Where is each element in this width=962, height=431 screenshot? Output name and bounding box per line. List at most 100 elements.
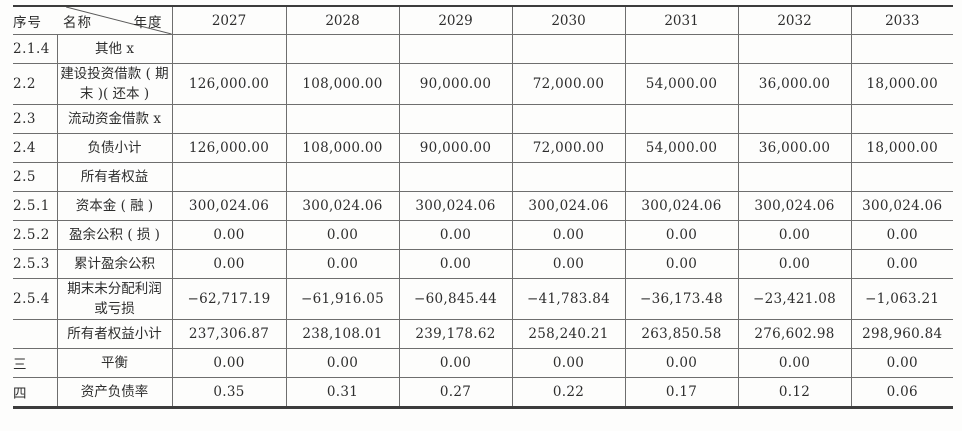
cell-value: 300,024.06 [737, 191, 852, 221]
cell-value: 36,000.00 [737, 63, 852, 105]
cell-value: 54,000.00 [624, 133, 739, 163]
cell-value: 0.17 [624, 377, 739, 408]
cell-value: 54,000.00 [624, 63, 739, 105]
cell-serial: 三 [13, 348, 58, 378]
cell-value: 126,000.00 [171, 133, 287, 163]
cell-name: 所有者权益 [56, 162, 173, 192]
cell-value: 0.00 [511, 220, 626, 250]
diagonal-divider-icon [57, 7, 172, 34]
cell-value: 72,000.00 [511, 133, 626, 163]
cell-name: 所有者权益小计 [56, 319, 173, 349]
cell-value: 0.31 [285, 377, 400, 408]
cell-value: 0.00 [171, 249, 287, 279]
cell-name: 负债小计 [56, 133, 173, 163]
cell-value: 0.00 [737, 220, 852, 250]
cell-value: 258,240.21 [511, 319, 626, 349]
cell-name: 建设投资借款 ( 期 末 )( 还本 ) [56, 63, 173, 105]
table-row: 2.5 所有者权益 [13, 162, 953, 192]
cell-value [285, 104, 400, 134]
table-row: 2.5.4 期末未分配利润 或亏损 −62,717.19 −61,916.05 −60,… [13, 278, 953, 320]
cell-value: 0.00 [850, 348, 953, 378]
header-year-2029: 2029 [398, 5, 513, 35]
cell-value: −61,916.05 [285, 278, 400, 320]
header-year-2027: 2027 [171, 5, 287, 35]
table-row: 2.2 建设投资借款 ( 期 末 )( 还本 ) 126,000.00 108,000… [13, 63, 953, 105]
cell-value: 126,000.00 [171, 63, 287, 105]
table-row: 2.4 负债小计 126,000.00 108,000.00 90,000.00 72,0… [13, 133, 953, 163]
cell-value [737, 34, 852, 64]
cell-value: 90,000.00 [398, 133, 513, 163]
header-name-year: 名称 年度 [57, 5, 173, 35]
cell-serial: 2.2 [13, 63, 58, 105]
cell-value: 0.12 [737, 377, 852, 408]
cell-value: 300,024.06 [285, 191, 400, 221]
cell-value: 0.00 [398, 220, 513, 250]
cell-value: 0.00 [171, 348, 287, 378]
table-row: 2.5.1 资本金 ( 融 ) 300,024.06 300,024.06 300,02… [13, 191, 953, 221]
cell-value: 0.00 [737, 249, 852, 279]
cell-value [850, 34, 953, 64]
cell-value: 0.00 [171, 220, 287, 250]
cell-value: −62,717.19 [171, 278, 287, 320]
table-row: 四资产负债率 0.35 0.31 0.27 0.22 0.17 0.12 0.06 [13, 377, 953, 408]
cell-value: 300,024.06 [511, 191, 626, 221]
cell-name: 资本金 ( 融 ) [56, 191, 173, 221]
cell-serial: 2.5.2 [13, 220, 58, 250]
header-year-2028: 2028 [285, 5, 400, 35]
cell-value: 90,000.00 [398, 63, 513, 105]
cell-value: 237,306.87 [171, 319, 287, 349]
cell-value [398, 162, 513, 192]
cell-value [737, 162, 852, 192]
cell-value: 0.00 [624, 249, 739, 279]
cell-value: 0.06 [850, 377, 953, 408]
cell-name: 盈余公积 ( 损 ) [56, 220, 173, 250]
cell-serial: 2.5 [13, 162, 58, 192]
table-row: 所有者权益小计 237,306.87 238,108.01 239,178.62 258… [13, 319, 953, 349]
cell-value: 300,024.06 [850, 191, 953, 221]
cell-serial [13, 319, 58, 349]
cell-value [737, 104, 852, 134]
cell-serial: 2.4 [13, 133, 58, 163]
cell-value [511, 162, 626, 192]
cell-value: 300,024.06 [171, 191, 287, 221]
cell-value: 0.00 [511, 348, 626, 378]
table-row: 三平衡 0.00 0.00 0.00 0.00 0.00 0.00 0.00 [13, 348, 953, 378]
cell-value: 300,024.06 [398, 191, 513, 221]
cell-value: 0.00 [850, 249, 953, 279]
cell-serial: 2.1.4 [13, 34, 58, 64]
header-serial: 序号 [13, 5, 57, 35]
cell-value: 0.00 [285, 249, 400, 279]
cell-value [398, 34, 513, 64]
cell-value: −23,421.08 [737, 278, 852, 320]
cell-value [624, 162, 739, 192]
cell-value [398, 104, 513, 134]
table-row: 2.5.2 盈余公积 ( 损 ) 0.00 0.00 0.00 0.00 0.00 0.00 0… [13, 220, 953, 250]
cell-value: 36,000.00 [737, 133, 852, 163]
table-body: 2.1.4 其他 x 2.2 建设投资借款 ( 期 末 )( 还本 ) 126,000.… [13, 34, 953, 408]
header-name-label: 名称 [63, 14, 92, 31]
cell-value: 0.27 [398, 377, 513, 408]
cell-value: 298,960.84 [850, 319, 953, 349]
cell-value: 18,000.00 [850, 133, 953, 163]
cell-value: 276,602.98 [737, 319, 852, 349]
cell-value: 0.22 [511, 377, 626, 408]
cell-serial: 2.3 [13, 104, 58, 134]
balance-sheet-table: 序号 名称 年度 2027 2028 2029 2030 2031 2032 2033 2.… [13, 5, 953, 409]
header-year-2032: 2032 [737, 5, 852, 35]
cell-value: −60,845.44 [398, 278, 513, 320]
cell-value [171, 34, 287, 64]
cell-value: −36,173.48 [624, 278, 739, 320]
cell-value: 72,000.00 [511, 63, 626, 105]
header-row: 序号 名称 年度 2027 2028 2029 2030 2031 2032 2033 [13, 5, 953, 35]
cell-value: 238,108.01 [285, 319, 400, 349]
cell-value: 0.00 [285, 220, 400, 250]
cell-serial: 2.5.4 [13, 278, 58, 320]
cell-value: 0.35 [171, 377, 287, 408]
cell-value: 0.00 [737, 348, 852, 378]
cell-value [850, 162, 953, 192]
cell-value: 263,850.58 [624, 319, 739, 349]
cell-serial: 2.5.3 [13, 249, 58, 279]
cell-value: −41,783.84 [511, 278, 626, 320]
cell-serial: 四 [13, 377, 58, 408]
